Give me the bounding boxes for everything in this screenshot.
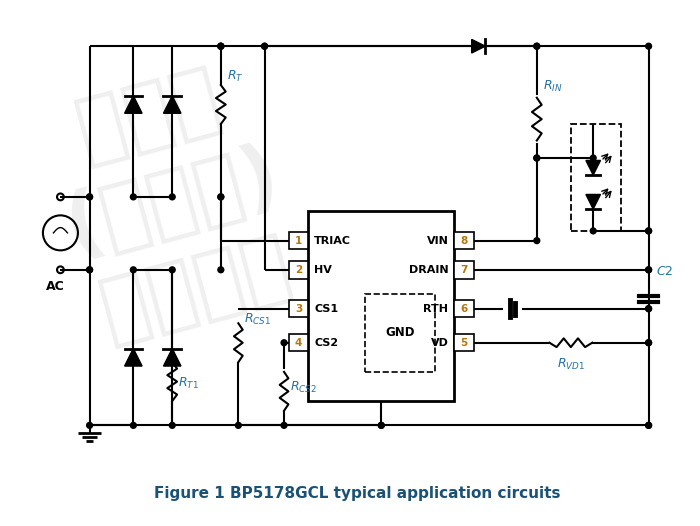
Text: 7: 7 bbox=[460, 265, 468, 275]
Text: 球王会
(中国游)
官方网站: 球王会 (中国游) 官方网站 bbox=[34, 49, 311, 355]
Text: RTH: RTH bbox=[424, 304, 448, 313]
Circle shape bbox=[130, 194, 136, 200]
Circle shape bbox=[645, 43, 652, 49]
Polygon shape bbox=[125, 96, 142, 113]
Circle shape bbox=[645, 228, 652, 234]
Bar bbox=[365, 294, 435, 372]
Text: $R_{VD1}$: $R_{VD1}$ bbox=[556, 357, 585, 372]
Circle shape bbox=[645, 267, 652, 272]
Text: 5: 5 bbox=[461, 338, 468, 348]
Circle shape bbox=[534, 43, 540, 49]
Circle shape bbox=[534, 238, 540, 244]
Polygon shape bbox=[164, 96, 181, 113]
Text: GND: GND bbox=[385, 327, 414, 339]
Circle shape bbox=[218, 43, 224, 49]
Bar bbox=[289, 232, 308, 249]
Circle shape bbox=[378, 422, 384, 428]
Circle shape bbox=[262, 43, 267, 49]
Text: VIN: VIN bbox=[426, 236, 448, 246]
Circle shape bbox=[645, 306, 652, 311]
Circle shape bbox=[645, 422, 652, 428]
Circle shape bbox=[130, 422, 136, 428]
Text: Figure 1 BP5178GCL typical application circuits: Figure 1 BP5178GCL typical application c… bbox=[154, 486, 560, 501]
Circle shape bbox=[645, 306, 652, 311]
Bar bbox=[308, 211, 454, 401]
Circle shape bbox=[169, 194, 175, 200]
Bar bbox=[454, 300, 474, 318]
Text: 6: 6 bbox=[461, 304, 468, 313]
Circle shape bbox=[645, 340, 652, 346]
Text: 1: 1 bbox=[295, 236, 302, 246]
Text: $R_T$: $R_T$ bbox=[227, 69, 244, 84]
Text: $R_{CS2}$: $R_{CS2}$ bbox=[290, 380, 317, 396]
Text: VD: VD bbox=[430, 338, 448, 348]
Circle shape bbox=[281, 340, 287, 346]
Circle shape bbox=[87, 194, 92, 200]
Text: 2: 2 bbox=[295, 265, 302, 275]
Circle shape bbox=[218, 194, 224, 200]
Circle shape bbox=[218, 267, 224, 272]
Text: DRAIN: DRAIN bbox=[409, 265, 448, 275]
Bar bbox=[454, 334, 474, 351]
Circle shape bbox=[534, 155, 540, 161]
Circle shape bbox=[645, 267, 652, 272]
Circle shape bbox=[262, 43, 267, 49]
Circle shape bbox=[218, 43, 224, 49]
Text: $R_{IN}$: $R_{IN}$ bbox=[542, 79, 562, 94]
Circle shape bbox=[169, 422, 175, 428]
Circle shape bbox=[645, 422, 652, 428]
Bar bbox=[454, 261, 474, 279]
Text: 8: 8 bbox=[461, 236, 468, 246]
Bar bbox=[289, 300, 308, 318]
Bar bbox=[454, 232, 474, 249]
Circle shape bbox=[218, 43, 224, 49]
Circle shape bbox=[590, 228, 596, 234]
Text: $C2$: $C2$ bbox=[657, 265, 673, 278]
Text: HV: HV bbox=[314, 265, 332, 275]
Circle shape bbox=[378, 422, 384, 428]
Circle shape bbox=[218, 194, 224, 200]
Text: 4: 4 bbox=[295, 338, 302, 348]
Text: $R_{T1}$: $R_{T1}$ bbox=[178, 376, 199, 391]
Circle shape bbox=[534, 155, 540, 161]
Circle shape bbox=[281, 422, 287, 428]
Circle shape bbox=[645, 228, 652, 234]
Circle shape bbox=[87, 422, 92, 428]
Circle shape bbox=[645, 340, 652, 346]
Text: AC: AC bbox=[46, 279, 64, 292]
Circle shape bbox=[534, 43, 540, 49]
Text: TRIAC: TRIAC bbox=[314, 236, 351, 246]
Text: CS2: CS2 bbox=[314, 338, 338, 348]
Polygon shape bbox=[125, 349, 142, 366]
Bar bbox=[289, 261, 308, 279]
Circle shape bbox=[235, 422, 241, 428]
Bar bbox=[570, 124, 622, 231]
Text: CS1: CS1 bbox=[314, 304, 338, 313]
Polygon shape bbox=[586, 160, 601, 175]
Bar bbox=[289, 334, 308, 351]
Text: $R_{CS1}$: $R_{CS1}$ bbox=[244, 312, 272, 327]
Circle shape bbox=[87, 267, 92, 272]
Polygon shape bbox=[164, 349, 181, 366]
Text: 3: 3 bbox=[295, 304, 302, 313]
Circle shape bbox=[130, 267, 136, 272]
Circle shape bbox=[169, 267, 175, 272]
Polygon shape bbox=[586, 195, 601, 209]
Circle shape bbox=[87, 194, 92, 200]
Polygon shape bbox=[472, 39, 485, 53]
Circle shape bbox=[87, 267, 92, 272]
Circle shape bbox=[590, 155, 596, 161]
